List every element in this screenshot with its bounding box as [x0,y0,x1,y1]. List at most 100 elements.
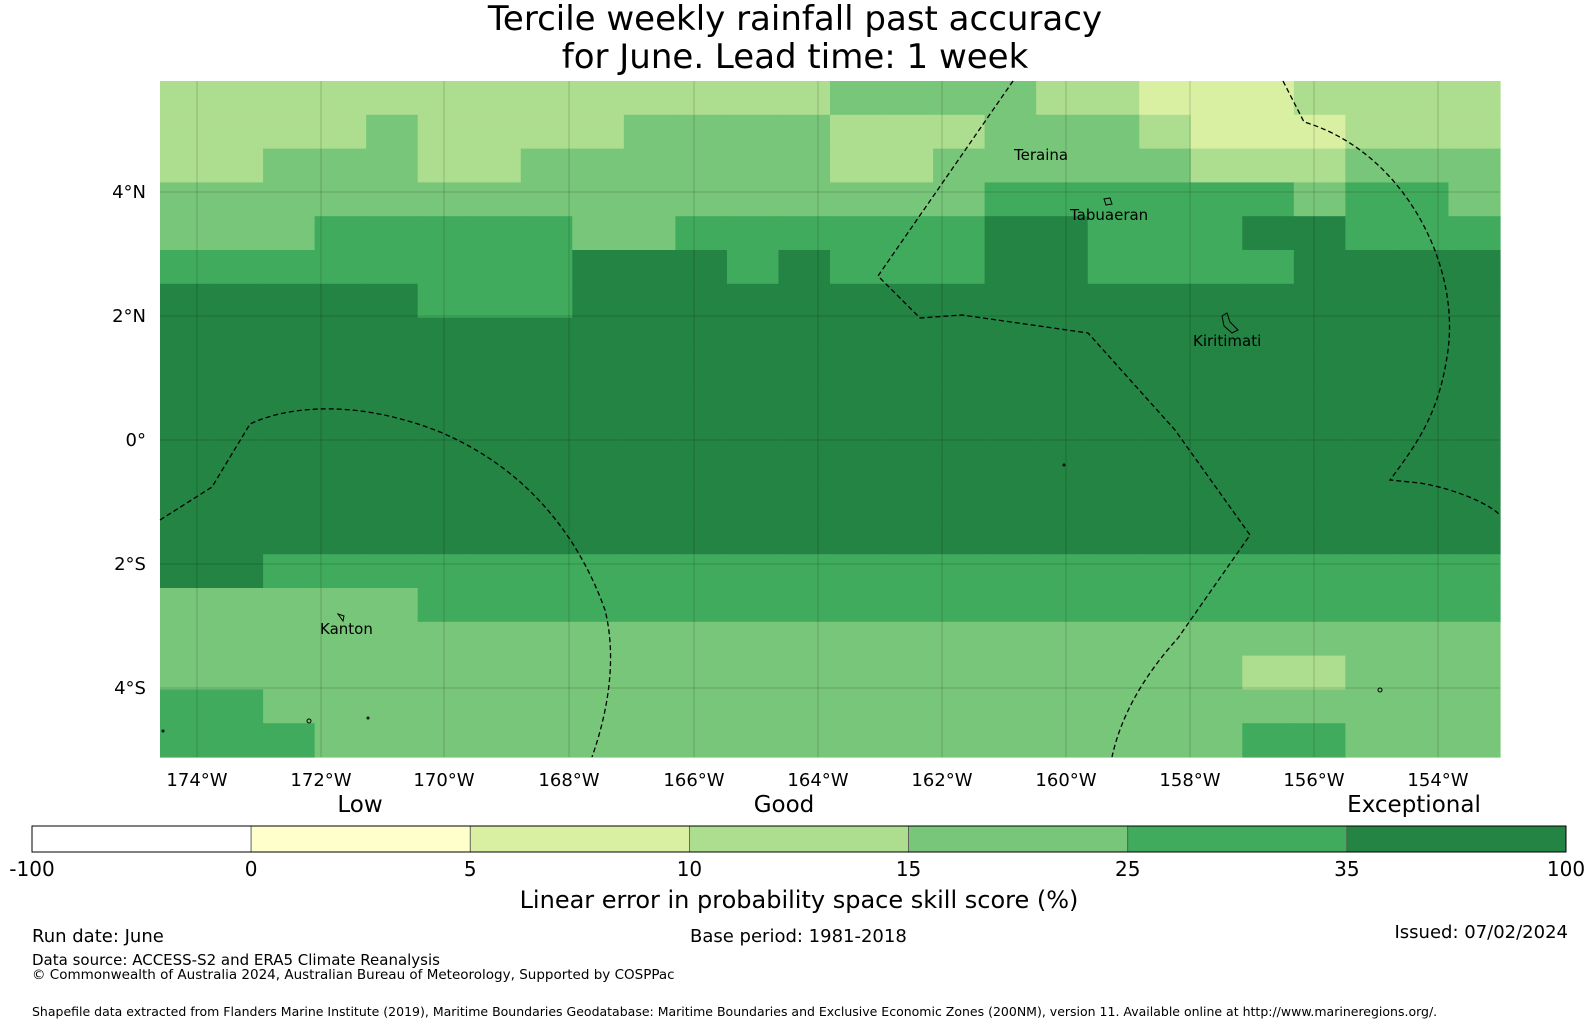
grid-cell [366,723,419,758]
grid-cell [263,148,316,183]
grid-cell [830,317,883,352]
grid-cell [1139,317,1192,352]
grid-cell [469,216,522,251]
grid-cell [933,81,986,116]
grid-cell [520,655,573,690]
grid-cell [1448,419,1501,454]
grid-cell [984,148,1037,183]
grid-cell [1396,182,1450,217]
grid-cell [675,351,728,386]
grid-cell [1293,723,1346,758]
grid-cell [1190,621,1243,657]
grid-cell [520,182,573,217]
colorbar-tick-label: 0 [245,857,258,881]
grid-cell [572,385,625,420]
grid-cell [1087,283,1140,319]
grid-cell [469,689,522,724]
grid-cell [417,554,470,589]
grid-cell [623,689,676,724]
grid-cell [366,588,419,623]
grid-cell [263,216,316,251]
grid-cell [675,655,728,690]
y-tick-label: 0° [126,430,146,451]
grid-cell [366,317,419,352]
grid-cell [520,520,573,555]
grid-cell [263,351,316,386]
grid-cell [263,723,316,758]
grid-cell [830,216,883,251]
grid-cell [572,283,625,319]
grid-cell [572,81,625,116]
colorbar-category-label: Exceptional [1347,792,1481,818]
grid-cell [211,283,264,319]
island-small-3 [1377,687,1383,693]
grid-cell [933,250,986,285]
grid-cell [830,689,883,724]
grid-cell [1242,114,1295,150]
grid-cell [160,317,213,352]
grid-cell [1345,452,1398,488]
grid-cell [417,486,470,521]
grid-cell [366,250,419,285]
grid-cell [1036,486,1089,521]
grid-cell [933,182,986,217]
grid-cell [1036,351,1089,386]
grid-cell [984,486,1037,521]
grid-cell [881,148,934,183]
grid-cell [1036,216,1089,251]
grid-cell [726,351,780,386]
grid-cell [1345,554,1398,589]
grid-cell [984,655,1037,690]
grid-cell [469,452,522,488]
grid-cell [572,723,625,758]
colorbar-tick-label: 15 [896,857,921,881]
grid-cell [1036,554,1089,589]
grid-cell [1293,419,1346,454]
grid-cell [314,148,367,183]
eez-boundary-line-line-islands [877,80,1251,758]
place-labels: Teraina Tabuaeran Kiritimati Kanton [320,146,1261,638]
grid-cell [726,723,780,758]
x-tick-label: 166°W [663,770,724,791]
grid-cell [1190,723,1243,758]
grid-cell [881,452,934,488]
grid-cell [417,419,470,454]
base-period: Base period: 1981-2018 [690,926,907,947]
grid-cell [417,148,470,183]
grid-cell [1242,216,1295,251]
grid-cell [1396,588,1450,623]
grid-cell [1293,317,1346,352]
grid-cell [417,81,470,116]
shapefile-credit: Shapefile data extracted from Flanders M… [32,1004,1438,1019]
grid-cell [520,351,573,386]
grid-cell [1293,216,1346,251]
grid-cell [1448,723,1501,758]
grid-cell [881,486,934,521]
grid-cell [1087,419,1140,454]
island-kanton-shape [336,613,345,623]
grid-cell [572,351,625,386]
grid-cell [366,419,419,454]
grid-cell [1396,148,1450,183]
grid-cell [1139,216,1192,251]
grid-cell [417,182,470,217]
grid-cell [1139,385,1192,420]
grid-cell [1345,182,1398,217]
grid-cell [1293,588,1346,623]
grid-cell [1190,554,1243,589]
grid-cell [1293,520,1346,555]
grid-cell [366,655,419,690]
grid-cell [263,689,316,724]
grid-cell [263,283,316,319]
grid-cell [830,385,883,420]
grid-cell [1190,148,1243,183]
grid-cell [623,81,676,116]
grid-cell [830,621,883,657]
grid-cell [1242,588,1295,623]
grid-cell [1087,148,1140,183]
grid-cell [1242,419,1295,454]
grid-cell [1396,419,1450,454]
grid-cell [469,520,522,555]
grid-cell [469,317,522,352]
grid-cell [160,81,213,116]
